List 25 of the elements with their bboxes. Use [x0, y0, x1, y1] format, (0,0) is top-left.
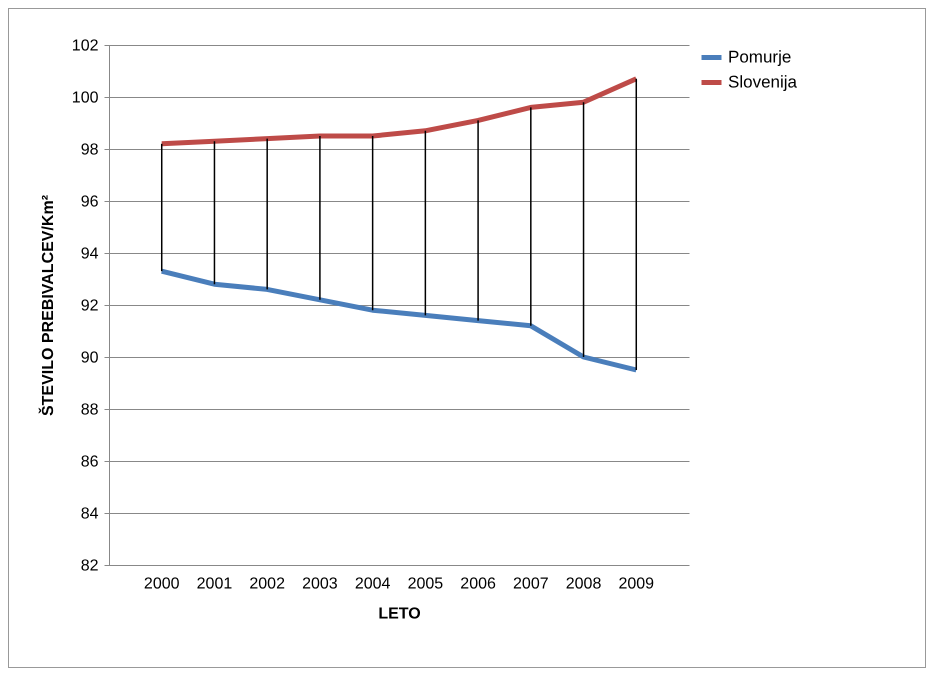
y-tick-label: 90: [80, 350, 99, 366]
y-tick-label: 88: [80, 402, 99, 418]
x-tick-label: 2007: [513, 576, 549, 592]
y-tick-label: 82: [80, 558, 99, 574]
y-tick-label: 84: [80, 506, 99, 522]
x-tick-label: 2001: [196, 576, 232, 592]
x-tick-label: 2005: [408, 576, 444, 592]
x-tick-label: 2004: [354, 576, 391, 592]
y-tick-label: 102: [72, 38, 99, 54]
y-axis-title: ŠTEVILO PREBIVALCEV/Km²: [38, 194, 57, 416]
legend-label: Slovenija: [728, 72, 798, 92]
x-tick-label: 2003: [302, 576, 338, 592]
x-tick-label: 2008: [566, 576, 602, 592]
x-tick-label: 2006: [460, 576, 496, 592]
x-tick-label: 2002: [249, 576, 286, 592]
legend-label: Pomurje: [728, 48, 792, 66]
x-axis-title: LETO: [378, 606, 421, 622]
y-tick-label: 94: [80, 246, 99, 262]
y-tick-label: 96: [80, 194, 99, 210]
x-tick-label: 2009: [618, 576, 654, 592]
y-tick-label: 92: [80, 298, 99, 314]
y-tick-label: 100: [72, 90, 99, 106]
x-tick-label: 2000: [144, 576, 180, 592]
y-tick-label: 98: [80, 142, 99, 158]
y-tick-label: 86: [80, 454, 99, 470]
